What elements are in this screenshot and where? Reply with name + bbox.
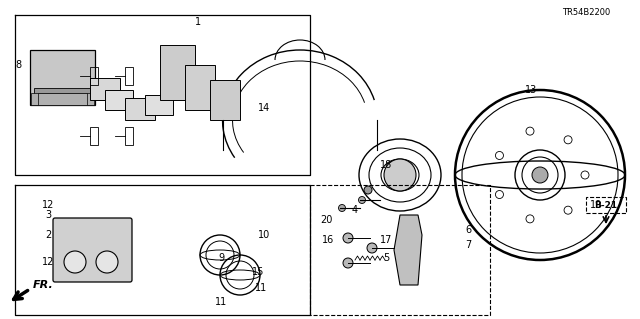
Text: 18: 18 xyxy=(380,160,392,170)
Text: 2: 2 xyxy=(45,230,51,240)
Circle shape xyxy=(367,243,377,253)
Text: 14: 14 xyxy=(258,103,270,113)
Text: 15: 15 xyxy=(252,267,264,277)
Text: 8: 8 xyxy=(15,60,21,70)
Circle shape xyxy=(384,159,416,191)
Bar xyxy=(90,78,120,100)
Bar xyxy=(105,90,133,110)
Circle shape xyxy=(343,258,353,268)
Text: 13: 13 xyxy=(525,85,537,95)
Bar xyxy=(145,95,173,115)
Circle shape xyxy=(532,167,548,183)
Text: 12: 12 xyxy=(42,257,54,267)
Text: B-21: B-21 xyxy=(595,201,618,210)
Text: 1: 1 xyxy=(195,17,201,27)
Text: 3: 3 xyxy=(45,210,51,220)
Bar xyxy=(125,98,155,120)
Bar xyxy=(90,67,98,85)
Text: 9: 9 xyxy=(218,253,224,263)
Bar xyxy=(31,93,94,105)
Text: 20: 20 xyxy=(320,215,332,225)
Text: 11: 11 xyxy=(255,283,268,293)
Bar xyxy=(34,88,91,100)
Text: 4: 4 xyxy=(352,205,358,215)
Bar xyxy=(185,65,215,110)
Text: 11: 11 xyxy=(215,297,227,307)
Text: 10: 10 xyxy=(258,230,270,240)
Text: TR54B2200: TR54B2200 xyxy=(562,8,610,17)
Circle shape xyxy=(96,251,118,273)
Text: 19: 19 xyxy=(590,200,602,210)
Text: 16: 16 xyxy=(322,235,334,245)
FancyBboxPatch shape xyxy=(53,218,132,282)
Bar xyxy=(90,127,98,145)
Circle shape xyxy=(364,186,372,194)
Bar xyxy=(125,67,133,85)
Bar xyxy=(38,93,87,105)
Circle shape xyxy=(339,204,346,211)
Text: 5: 5 xyxy=(383,253,389,263)
Text: FR.: FR. xyxy=(33,280,54,290)
Bar xyxy=(210,80,240,120)
Text: 17: 17 xyxy=(380,235,392,245)
Bar xyxy=(125,127,133,145)
Bar xyxy=(30,50,95,105)
Text: 12: 12 xyxy=(42,200,54,210)
Text: 6: 6 xyxy=(465,225,471,235)
Bar xyxy=(586,197,626,213)
Circle shape xyxy=(343,233,353,243)
Polygon shape xyxy=(394,215,422,285)
Circle shape xyxy=(358,197,365,204)
Bar xyxy=(160,45,195,100)
Circle shape xyxy=(64,251,86,273)
Text: 7: 7 xyxy=(465,240,471,250)
